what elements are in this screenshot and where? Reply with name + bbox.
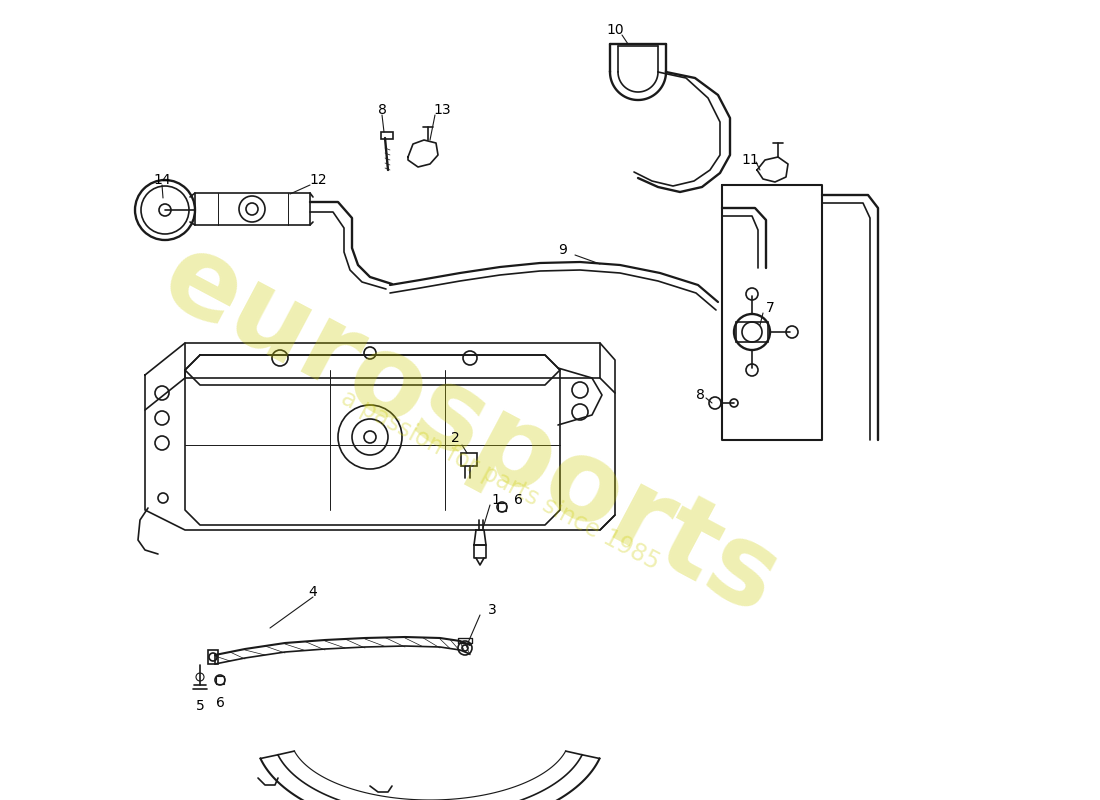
Text: eurosports: eurosports: [144, 222, 796, 638]
Bar: [216, 676, 224, 684]
Text: 6: 6: [514, 493, 522, 507]
Bar: [208, 650, 218, 664]
Text: 10: 10: [606, 23, 624, 37]
Bar: [461, 453, 477, 466]
Text: 3: 3: [487, 603, 496, 617]
Text: 9: 9: [559, 243, 568, 257]
Text: 6: 6: [216, 696, 224, 710]
Text: 14: 14: [153, 173, 170, 187]
Text: a passion for parts since 1985: a passion for parts since 1985: [337, 386, 663, 574]
Text: 7: 7: [766, 301, 774, 315]
Text: 5: 5: [196, 699, 205, 713]
Text: 11: 11: [741, 153, 759, 167]
Text: 12: 12: [309, 173, 327, 187]
Text: 1: 1: [492, 493, 500, 507]
Bar: [498, 503, 506, 511]
Text: 4: 4: [309, 585, 318, 599]
Bar: [195, 193, 310, 225]
Text: 8: 8: [377, 103, 386, 117]
Text: 8: 8: [695, 388, 704, 402]
Text: 2: 2: [451, 431, 460, 445]
Bar: [381, 132, 393, 139]
Bar: [736, 322, 768, 342]
Text: 13: 13: [433, 103, 451, 117]
